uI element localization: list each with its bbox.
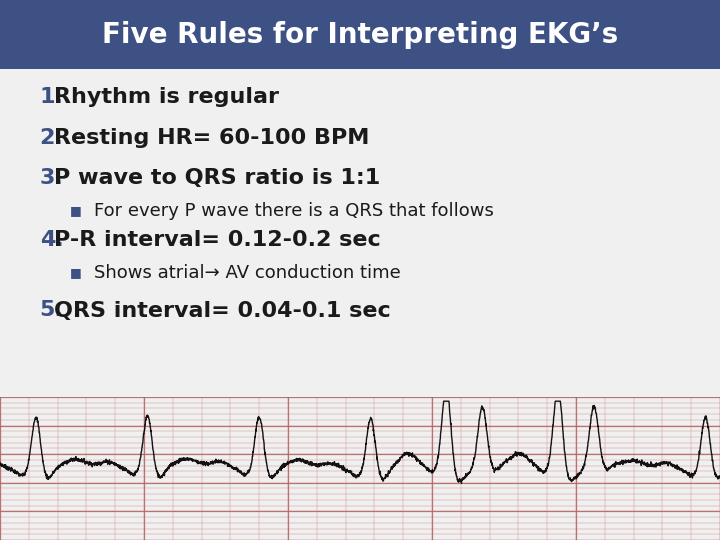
Text: ■: ■ [70,204,81,217]
Text: P wave to QRS ratio is 1:1: P wave to QRS ratio is 1:1 [54,168,380,188]
Text: 1.: 1. [40,87,63,107]
Text: 5.: 5. [40,300,63,321]
Text: 4.: 4. [40,230,63,251]
Text: Shows atrial→ AV conduction time: Shows atrial→ AV conduction time [94,264,400,282]
Text: P-R interval= 0.12-0.2 sec: P-R interval= 0.12-0.2 sec [54,230,381,251]
FancyBboxPatch shape [0,0,720,69]
Text: 2.: 2. [40,127,63,148]
Text: 3.: 3. [40,168,63,188]
Text: Five Rules for Interpreting EKG’s: Five Rules for Interpreting EKG’s [102,21,618,49]
Text: ■: ■ [70,266,81,279]
Text: Resting HR= 60-100 BPM: Resting HR= 60-100 BPM [54,127,369,148]
Text: Rhythm is regular: Rhythm is regular [54,87,279,107]
Text: For every P wave there is a QRS that follows: For every P wave there is a QRS that fol… [94,201,493,220]
Text: QRS interval= 0.04-0.1 sec: QRS interval= 0.04-0.1 sec [54,300,391,321]
